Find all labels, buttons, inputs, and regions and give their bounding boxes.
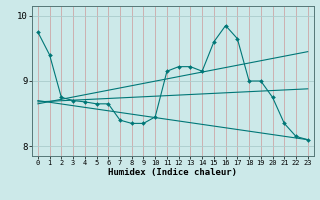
X-axis label: Humidex (Indice chaleur): Humidex (Indice chaleur) — [108, 168, 237, 177]
